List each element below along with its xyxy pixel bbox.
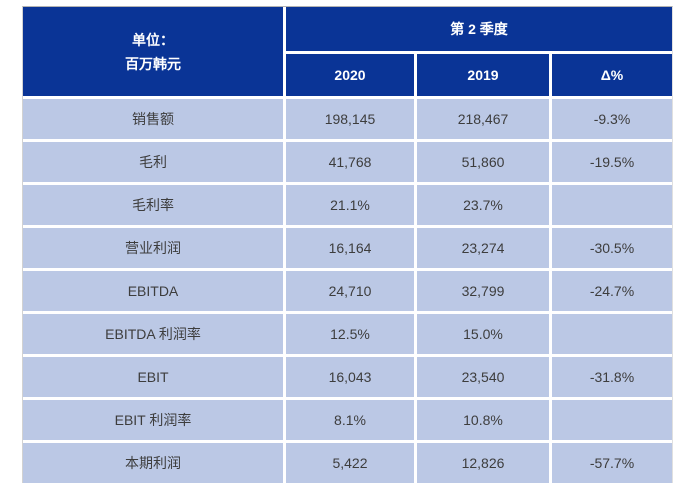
value-2019: 23,540	[417, 357, 549, 397]
value-2019: 23,274	[417, 228, 549, 268]
unit-header-cell: 单位： 百万韩元	[23, 7, 283, 96]
value-2020: 16,043	[286, 357, 414, 397]
unit-label-line2: 百万韩元	[125, 55, 181, 72]
row-label: 销售额	[23, 99, 283, 139]
value-2020: 8.1%	[286, 400, 414, 440]
value-2019: 51,860	[417, 142, 549, 182]
value-delta: -57.7%	[552, 443, 672, 483]
value-2019: 12,826	[417, 443, 549, 483]
quarter-header-cell: 第 2 季度	[286, 7, 672, 51]
value-2020: 12.5%	[286, 314, 414, 354]
value-2020: 41,768	[286, 142, 414, 182]
row-label: 营业利润	[23, 228, 283, 268]
value-2020: 198,145	[286, 99, 414, 139]
value-2019: 15.0%	[417, 314, 549, 354]
unit-label-line1: 单位：	[132, 31, 174, 48]
value-2020: 21.1%	[286, 185, 414, 225]
row-label: 本期利润	[23, 443, 283, 483]
value-delta: -31.8%	[552, 357, 672, 397]
value-delta: -30.5%	[552, 228, 672, 268]
value-delta	[552, 185, 672, 225]
financial-results-table: 单位： 百万韩元 第 2 季度 2020 2019 Δ% 销售额 198,145…	[22, 6, 673, 483]
row-label: EBITDA	[23, 271, 283, 311]
value-delta	[552, 314, 672, 354]
value-2019: 32,799	[417, 271, 549, 311]
value-delta: -9.3%	[552, 99, 672, 139]
row-label: 毛利	[23, 142, 283, 182]
col-header-delta: Δ%	[552, 54, 672, 96]
value-2019: 23.7%	[417, 185, 549, 225]
col-header-2019: 2019	[417, 54, 549, 96]
col-header-2020: 2020	[286, 54, 414, 96]
row-label: 毛利率	[23, 185, 283, 225]
value-2019: 218,467	[417, 99, 549, 139]
row-label: EBIT 利润率	[23, 400, 283, 440]
value-2020: 5,422	[286, 443, 414, 483]
value-delta	[552, 400, 672, 440]
value-delta: -24.7%	[552, 271, 672, 311]
value-2019: 10.8%	[417, 400, 549, 440]
row-label: EBIT	[23, 357, 283, 397]
row-label: EBITDA 利润率	[23, 314, 283, 354]
value-2020: 16,164	[286, 228, 414, 268]
value-2020: 24,710	[286, 271, 414, 311]
value-delta: -19.5%	[552, 142, 672, 182]
